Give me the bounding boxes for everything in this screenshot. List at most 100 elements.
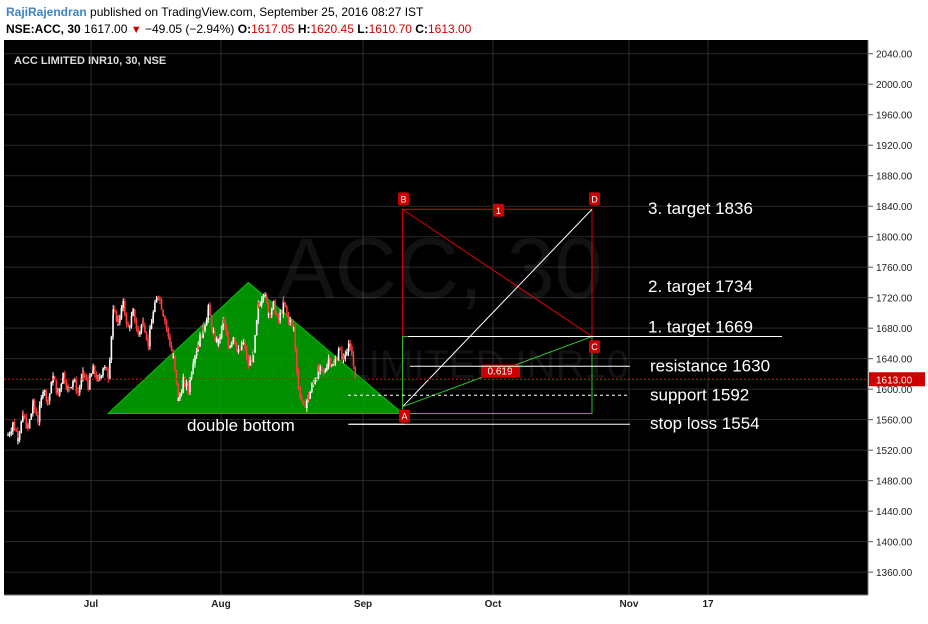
candle-body <box>175 369 178 384</box>
candle-body <box>109 359 111 379</box>
candle-body <box>58 388 61 396</box>
candle-body <box>145 332 148 339</box>
candle-body <box>149 329 151 347</box>
candle-body <box>114 309 116 312</box>
double-bottom-label: double bottom <box>187 416 295 435</box>
candle-body <box>7 434 9 436</box>
candle-body <box>132 310 134 317</box>
candle-body <box>152 315 154 324</box>
candle-body <box>180 392 183 395</box>
y-tick-label: 1560.00 <box>876 416 913 427</box>
candle-body <box>239 349 241 351</box>
candle-body <box>162 315 165 317</box>
level-label: 2. target 1734 <box>648 277 753 296</box>
candle-body <box>95 374 98 380</box>
candle-body <box>107 368 109 378</box>
candle-body <box>280 312 283 314</box>
candle-body <box>250 359 253 363</box>
candle-body <box>139 331 141 335</box>
chart-area[interactable]: 1360.00 1400.00 1440.00 1480.00 1520.00 1560.… <box>0 40 928 619</box>
level-label: stop loss 1554 <box>650 414 760 433</box>
candle-body <box>10 431 13 434</box>
candle-body <box>12 422 14 425</box>
candle-body <box>102 369 104 376</box>
candle-body <box>215 337 218 342</box>
candle-body <box>130 316 133 327</box>
candle-body <box>235 344 238 351</box>
x-tick-label: Nov <box>620 599 639 610</box>
y-tick-label: 1680.00 <box>876 324 913 335</box>
candle-body <box>204 325 206 331</box>
y-tick-label: 1440.00 <box>876 507 913 518</box>
candle-body <box>319 366 322 371</box>
candle-body <box>42 391 44 395</box>
candle-body <box>222 319 225 321</box>
bc-leg-line <box>402 208 593 337</box>
candle-body <box>317 366 320 371</box>
author-name[interactable]: RajiRajendran <box>6 5 87 19</box>
candle-body <box>18 432 21 440</box>
level-label: resistance 1630 <box>650 356 770 375</box>
candle-body <box>347 343 350 349</box>
candle-body <box>40 397 43 406</box>
point-b-badge: B <box>400 194 406 204</box>
candle-body <box>192 363 194 374</box>
y-tick-label: 1840.00 <box>876 202 913 213</box>
x-tick-label: 17 <box>702 599 714 610</box>
candle-body <box>137 332 140 335</box>
candle-body <box>259 304 261 306</box>
y-tick-label: 2000.00 <box>876 80 913 91</box>
candle-body <box>321 366 323 369</box>
candle-body <box>187 389 190 393</box>
price-chart[interactable]: 1360.00 1400.00 1440.00 1480.00 1520.00 1560.… <box>0 40 928 619</box>
candle-body <box>23 415 26 418</box>
candle-body <box>200 335 203 339</box>
candle-body <box>152 311 155 316</box>
candle-body <box>346 352 348 355</box>
level-label: 1. target 1669 <box>648 318 753 337</box>
candle-body <box>272 300 275 303</box>
fib-badge-bg <box>481 364 520 378</box>
candle-body <box>284 302 286 307</box>
candle-body <box>197 344 200 347</box>
candle-body <box>22 412 24 416</box>
candle-body <box>83 374 86 378</box>
candle-body <box>25 417 28 428</box>
candle-body <box>60 384 63 389</box>
candle-body <box>285 306 288 313</box>
candle-body <box>17 439 19 441</box>
candle-body <box>252 350 255 353</box>
candle-body <box>309 392 312 399</box>
candle-body <box>265 294 268 303</box>
candle-body <box>104 367 106 369</box>
candle-body <box>260 299 263 305</box>
candle-body <box>304 402 307 408</box>
candle-body <box>177 398 180 401</box>
candle-body <box>227 343 230 348</box>
chart-header: RajiRajendran published on TradingView.c… <box>0 0 928 40</box>
candle-body <box>125 314 128 324</box>
candle-body <box>144 325 146 333</box>
candle-body <box>225 326 228 336</box>
candle-body <box>82 370 84 375</box>
high-label: H: <box>297 22 311 36</box>
candle-body <box>28 419 31 428</box>
candle-body <box>142 319 145 326</box>
candle-body <box>119 318 121 323</box>
candle-body <box>257 304 260 321</box>
candle-body <box>257 304 260 306</box>
candle-body <box>352 355 355 366</box>
candle-body <box>327 358 330 361</box>
point-d-badge: D <box>591 194 598 204</box>
y-tick-label: 1600.00 <box>876 385 913 396</box>
candle-body <box>135 322 138 328</box>
candle-body <box>20 421 23 433</box>
candle-body <box>174 356 176 370</box>
candle-body <box>177 383 179 401</box>
candle-body <box>32 400 34 407</box>
candle-body <box>165 321 168 328</box>
candle-body <box>73 380 76 382</box>
candle-body <box>137 327 139 333</box>
candle-body <box>242 342 245 344</box>
open-label: O: <box>237 22 252 36</box>
